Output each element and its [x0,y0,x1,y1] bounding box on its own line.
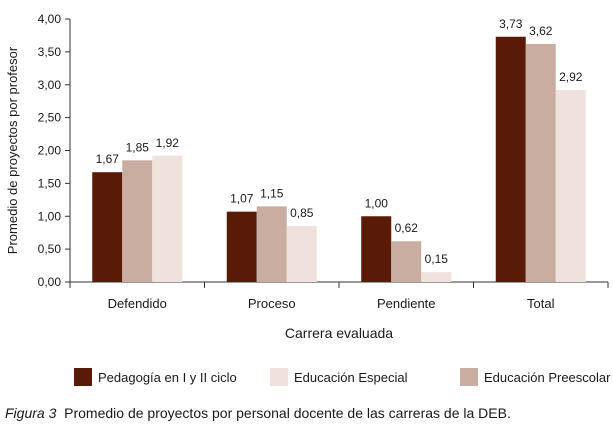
y-tick-label: 1,50 [38,176,62,190]
y-tick-label: 3,50 [38,45,62,59]
bar [391,241,422,282]
x-axis-title: Carrera evaluada [285,325,393,341]
x-tick-label: Pendiente [377,296,436,311]
bar-chart: 0,00 0,50 1,00 1,50 2,00 2,50 3,00 3,50 4,00 Defe… [5,12,611,386]
y-tick-label: 2,00 [38,144,62,158]
bar [421,272,452,282]
bar [525,43,556,282]
data-label: 1,85 [126,140,150,154]
y-tick-label: 2,50 [38,111,62,125]
data-label: 1,15 [260,186,284,200]
caption-text: Promedio de proyectos por personal docen… [64,405,511,421]
y-axis-title: Promedio de proyectos por profesor [5,46,20,254]
data-label: 0,85 [290,206,314,220]
bar [152,155,183,282]
bar [226,211,257,282]
legend-swatch [270,368,288,386]
bar [555,90,586,282]
data-label: 3,62 [529,24,553,38]
legend-label: Educación Especial [294,370,408,385]
y-tick-label: 3,00 [38,78,62,92]
x-tick-label: Proceso [248,296,296,311]
legend-swatch [74,368,92,386]
data-label: 0,15 [425,252,449,266]
data-label: 1,92 [156,136,180,150]
bar [122,160,153,282]
legend-label: Educación Preescolar [484,370,611,385]
y-tick-label: 0,50 [38,242,62,256]
bar [361,216,392,282]
data-label: 2,92 [559,70,583,84]
y-tick-label: 1,00 [38,209,62,223]
data-label: 3,73 [499,17,523,31]
x-tick-label: Total [527,296,555,311]
figure-caption: Figura 3 Promedio de proyectos por perso… [5,405,511,421]
legend-swatch [460,368,478,386]
caption-prefix: Figura 3 [5,405,57,421]
data-label: 0,62 [395,221,419,235]
bar [286,226,317,282]
legend-label: Pedagogía en I y II ciclo [98,370,237,385]
data-label: 1,67 [96,152,120,166]
bar [495,36,526,282]
bar [92,172,123,282]
bar [256,206,287,282]
y-tick-label: 4,00 [38,12,62,26]
x-tick-label: Defendido [108,296,167,311]
y-tick-label: 0,00 [38,275,62,289]
data-label: 1,07 [230,192,254,206]
data-label: 1,00 [365,196,389,210]
